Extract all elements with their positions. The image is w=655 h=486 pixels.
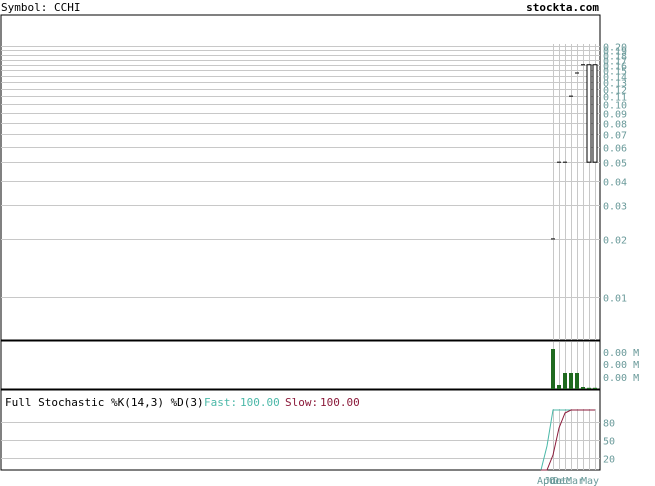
volume-axis: 0.00 M0.00 M0.00 M: [603, 348, 639, 384]
price-tick-label: 0.10: [603, 101, 627, 112]
price-bars: [551, 64, 598, 240]
volume-bar: [569, 373, 573, 389]
price-tick-label: 0.14: [603, 73, 627, 84]
stochastic-lines: [540, 409, 595, 471]
x-tick-label: Mar: [566, 476, 584, 486]
stochastic-gridlines: 80 50 20: [1, 419, 615, 466]
slow-label: Slow:: [285, 396, 318, 409]
price-tick-label: 0.11: [603, 93, 627, 104]
volume-bar: [551, 349, 555, 389]
volume-bar: [563, 373, 567, 389]
price-tick-label: 0.04: [603, 178, 627, 189]
volume-tick-label: 0.00 M: [603, 348, 639, 359]
volume-tick-label: 0.00 M: [603, 373, 639, 384]
price-bar: [592, 64, 598, 163]
price-axis: 0.200.190.180.170.160.150.140.130.120.11…: [603, 43, 627, 305]
price-tick-label: 0.12: [603, 86, 627, 97]
price-tick-label: 0.01: [603, 294, 627, 305]
stochastic-tick-label: 20: [603, 455, 615, 466]
price-tick-label: 0.03: [603, 202, 627, 213]
price-tick-label: 0.09: [603, 110, 627, 121]
price-tick-label: 0.16: [603, 62, 627, 73]
slow-value: 100.00: [320, 396, 360, 409]
x-tick-label: May: [581, 476, 599, 486]
fast-value: 100.00: [240, 396, 280, 409]
price-tick-label: 0.17: [603, 57, 627, 68]
volume-tick-label: 0.00 M: [603, 360, 639, 371]
x-tick-label: Oct: [549, 476, 567, 486]
price-tick-label: 0.08: [603, 120, 627, 131]
volume-bar: [587, 387, 591, 389]
slow-line: [541, 409, 595, 471]
price-tick-label: 0.20: [603, 43, 627, 54]
volume-bar: [575, 373, 579, 389]
price-tick-label: 0.06: [603, 144, 627, 155]
price-tick-label: 0.02: [603, 236, 627, 247]
price-tick-label: 0.18: [603, 52, 627, 63]
stochastic-tick-label: 80: [603, 419, 615, 430]
stochastic-tick-label: 50: [603, 437, 615, 448]
x-tick-label: Apr: [537, 476, 555, 486]
x-tick-label: Jun: [544, 476, 562, 486]
price-bar: [586, 64, 592, 163]
price-tick-label: 0.05: [603, 159, 627, 170]
stochastic-panel: [0, 389, 601, 471]
price-panel: [0, 14, 601, 341]
volume-bar: [581, 387, 585, 389]
price-tick-label: 0.15: [603, 67, 627, 78]
x-tick-label: Dec: [553, 476, 571, 486]
price-tick-label: 0.07: [603, 131, 627, 142]
volume-panel: [0, 340, 601, 390]
volume-bar: [593, 387, 597, 389]
volume-bars: [551, 349, 597, 389]
volume-bar: [557, 385, 561, 389]
site-name: stockta.com: [526, 1, 599, 14]
fast-label: Fast:: [204, 396, 237, 409]
stochastic-title: Full Stochastic %K(14,3) %D(3): [5, 396, 204, 409]
price-tick-label: 0.19: [603, 47, 627, 58]
price-tick-label: 0.13: [603, 79, 627, 90]
symbol-label: Symbol: CCHI: [1, 1, 80, 14]
price-gridlines: [1, 46, 600, 298]
